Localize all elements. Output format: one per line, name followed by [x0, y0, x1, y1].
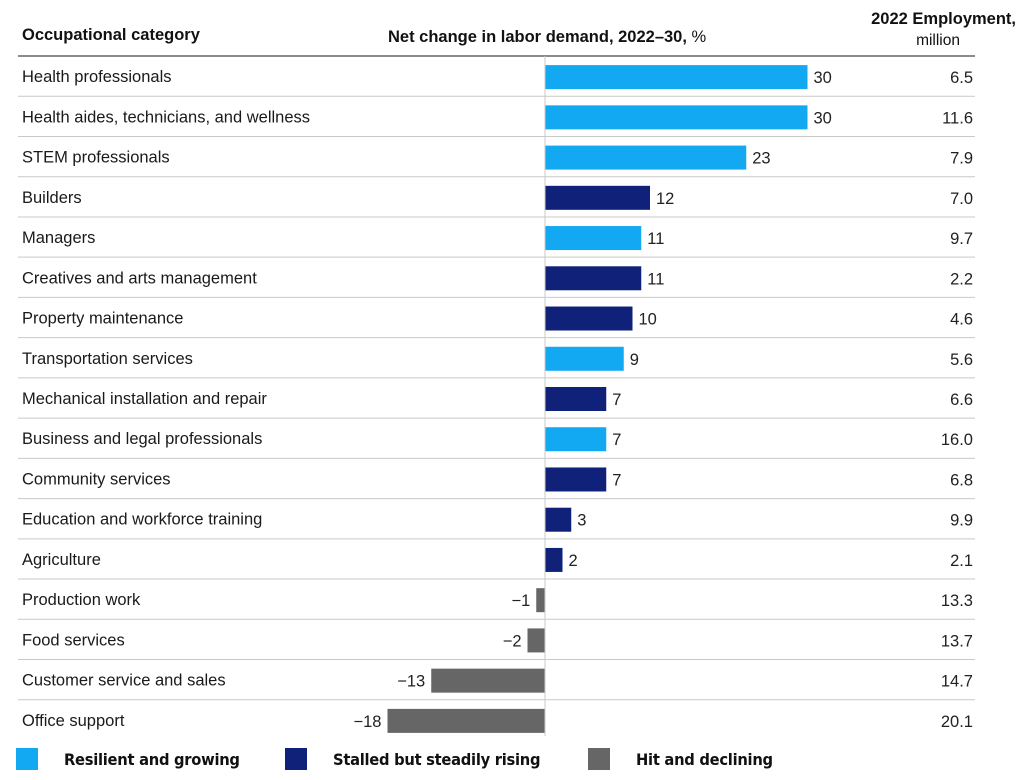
- bar-value-label: −1: [511, 592, 530, 610]
- bar-value-label: 10: [639, 311, 657, 329]
- bar: [545, 346, 624, 371]
- employment-value: 11.6: [942, 109, 973, 127]
- employment-value: 7.0: [950, 190, 973, 208]
- employment-header-line2: million: [916, 32, 960, 49]
- legend-label-resilient: Resilient and growing: [64, 749, 240, 769]
- bar: [545, 65, 808, 90]
- employment-value: 2.2: [950, 270, 973, 288]
- bar: [545, 145, 747, 170]
- change-header-text: Net change in labor demand, 2022–30,: [388, 28, 687, 46]
- bar-value-label: 7: [612, 391, 621, 409]
- legend-item-declining: Hit and declining: [588, 748, 785, 770]
- bar-value-label: 3: [577, 512, 586, 530]
- bar: [545, 427, 607, 452]
- category-label: Builders: [22, 189, 82, 207]
- employment-value: 14.7: [941, 673, 973, 691]
- employment-value: 16.0: [941, 431, 973, 449]
- bar-value-label: 11: [647, 230, 664, 248]
- bar-chart: Health professionals 30 6.5 Health aides, t…: [18, 55, 975, 736]
- employment-value: 9.7: [950, 230, 973, 248]
- bar: [545, 387, 607, 411]
- category-label: Agriculture: [22, 551, 101, 569]
- employment-value: 7.9: [950, 150, 973, 168]
- category-label: Office support: [22, 712, 125, 730]
- employment-column-header: 2022 Employment, million: [871, 8, 1016, 52]
- category-label: Customer service and sales: [22, 672, 226, 690]
- category-label: Education and workforce training: [22, 511, 262, 529]
- bar-value-label: 30: [814, 69, 832, 87]
- bar: [545, 266, 642, 291]
- bar-value-label: 11: [647, 270, 664, 288]
- bar-value-label: 7: [612, 431, 621, 449]
- category-label: Health professionals: [22, 68, 172, 86]
- category-label: STEM professionals: [22, 149, 170, 167]
- bar-value-label: −18: [354, 713, 382, 731]
- employment-value: 6.5: [950, 69, 973, 87]
- bar-value-label: −13: [397, 673, 425, 691]
- category-label: Community services: [22, 470, 171, 488]
- employment-value: 4.6: [950, 311, 973, 329]
- bar-value-label: 12: [656, 190, 674, 208]
- category-label: Food services: [22, 631, 125, 649]
- category-label: Property maintenance: [22, 310, 183, 328]
- legend-item-resilient: Resilient and growing: [16, 748, 255, 770]
- legend-label-declining: Hit and declining: [636, 749, 774, 769]
- bar: [545, 185, 650, 210]
- legend-swatch-stalled: [284, 748, 307, 770]
- bar: [545, 105, 808, 130]
- category-label: Business and legal professionals: [22, 430, 262, 448]
- category-label: Creatives and arts management: [22, 269, 257, 287]
- bar: [545, 507, 572, 532]
- category-label: Mechanical installation and repair: [22, 390, 267, 408]
- employment-value: 9.9: [950, 512, 973, 530]
- change-column-header: Net change in labor demand, 2022–30, %: [388, 28, 706, 47]
- legend-swatch-declining: [588, 748, 611, 770]
- bar: [545, 306, 633, 331]
- employment-value: 20.1: [941, 713, 973, 731]
- legend-swatch-resilient: [16, 748, 38, 770]
- category-label: Production work: [22, 591, 141, 609]
- employment-value: 13.3: [941, 592, 973, 610]
- category-label: Managers: [22, 229, 95, 247]
- bar: [545, 547, 563, 572]
- bar: [545, 226, 642, 251]
- change-header-unit: %: [691, 28, 707, 46]
- category-label: Health aides, technicians, and wellness: [22, 108, 310, 126]
- bar: [431, 668, 545, 693]
- employment-header-line1: 2022 Employment,: [871, 10, 1016, 28]
- legend: Resilient and growing Stalled but steadi…: [16, 748, 815, 770]
- bar-value-label: −2: [503, 632, 522, 650]
- category-label: Transportation services: [22, 350, 193, 368]
- employment-value: 13.7: [941, 632, 973, 650]
- bar-value-label: 7: [612, 471, 621, 489]
- bar-value-label: 30: [814, 109, 832, 127]
- bar: [545, 467, 607, 492]
- employment-value: 6.6: [950, 391, 973, 409]
- employment-value: 6.8: [950, 471, 973, 489]
- employment-value: 5.6: [950, 351, 973, 369]
- bar-value-label: 23: [752, 150, 770, 168]
- legend-item-stalled: Stalled but steadily rising: [284, 748, 558, 770]
- bar: [527, 628, 545, 653]
- category-column-header: Occupational category: [22, 26, 200, 44]
- bar: [387, 708, 545, 733]
- employment-value: 2.1: [950, 552, 973, 570]
- bar: [536, 588, 545, 613]
- legend-label-stalled: Stalled but steadily rising: [332, 749, 541, 769]
- bar-value-label: 9: [630, 351, 639, 369]
- bar-value-label: 2: [569, 552, 578, 570]
